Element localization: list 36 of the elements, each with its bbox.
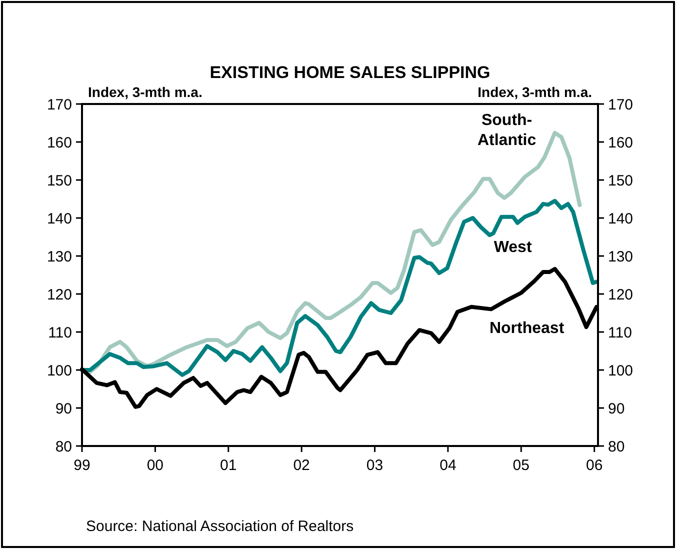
y2-tick-label: 160 — [608, 134, 634, 152]
y-tick-label: 140 — [46, 210, 72, 228]
y-tick-label: 130 — [46, 248, 72, 266]
y2-tick-label: 90 — [608, 400, 625, 418]
y-axis-title: Index, 3-mth m.a. — [88, 84, 202, 100]
y2-tick-label: 150 — [608, 172, 634, 190]
series-label: South-Atlantic — [477, 112, 536, 149]
y2-tick-label: 80 — [608, 438, 625, 456]
x-tick-label: 05 — [512, 457, 530, 474]
x-tick-label: 01 — [220, 457, 237, 474]
line-series — [80, 198, 599, 377]
y2-axis-title: Index, 3-mth m.a. — [478, 84, 592, 100]
y2-tick-label: 120 — [608, 286, 634, 304]
y-tick-label: 80 — [55, 438, 72, 456]
series-label: West — [494, 238, 532, 256]
y-tick-label: 110 — [48, 324, 72, 342]
y2-tick-label: 170 — [608, 96, 634, 114]
y-tick-label: 90 — [55, 400, 72, 418]
y2-tick-label: 110 — [608, 324, 632, 342]
source-note: Source: National Association of Realtors — [86, 518, 354, 535]
chart-title: EXISTING HOME SALES SLIPPING — [210, 63, 490, 82]
x-tick-label: 06 — [586, 457, 603, 474]
y-tick-label: 170 — [46, 96, 72, 114]
y-tick-label: 150 — [46, 172, 72, 190]
x-tick-label: 99 — [74, 457, 90, 474]
y2-tick-label: 140 — [608, 210, 634, 228]
y-tick-label: 160 — [46, 134, 72, 152]
x-tick-label: 03 — [366, 457, 384, 474]
y-tick-label: 100 — [46, 362, 72, 380]
x-tick-label: 02 — [293, 457, 310, 474]
x-tick-label: 00 — [146, 457, 164, 474]
y2-tick-label: 130 — [608, 248, 634, 266]
x-tick-label: 04 — [440, 457, 456, 474]
y2-tick-label: 100 — [608, 362, 634, 380]
y-tick-label: 120 — [46, 286, 72, 304]
series-label: Northeast — [489, 320, 565, 337]
